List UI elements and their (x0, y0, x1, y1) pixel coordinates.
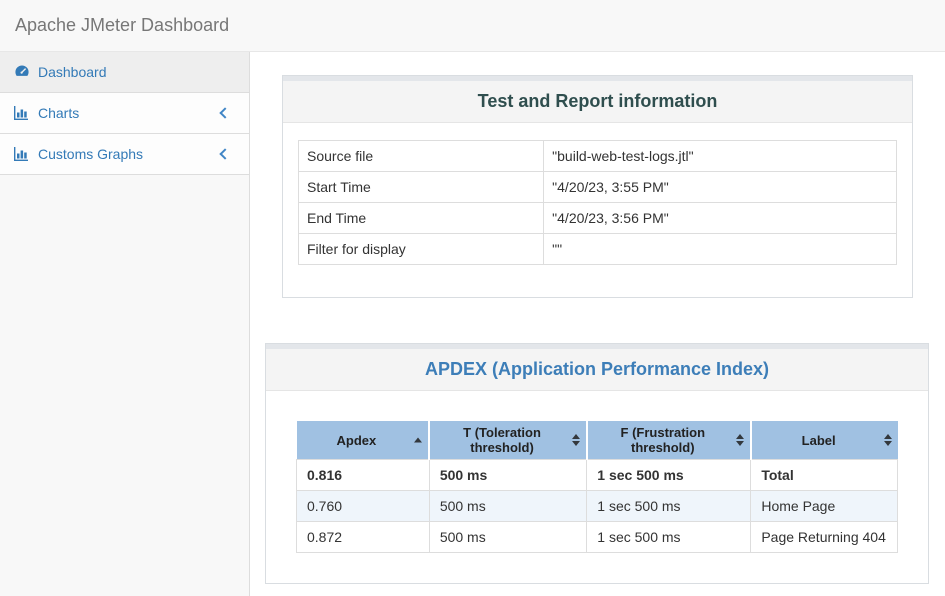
apdex-panel: APDEX (Application Performance Index) Ap… (265, 343, 929, 584)
apdex-value: 0.760 (296, 490, 430, 522)
frustration-value: 1 sec 500 ms (586, 459, 752, 491)
table-row: Start Time "4/20/23, 3:55 PM" (297, 171, 897, 203)
info-value: "4/20/23, 3:56 PM" (543, 202, 897, 234)
apdex-body: Apdex T (Toleration threshold) F (Frustr… (266, 391, 928, 583)
label-value: Page Returning 404 (750, 521, 898, 553)
header-label: Label (801, 432, 836, 448)
bar-chart-icon (14, 147, 31, 161)
sort-header-frustration[interactable]: F (Frustration threshold) (586, 421, 752, 460)
sidebar-item-dashboard[interactable]: Dashboard (0, 52, 249, 93)
frustration-value: 1 sec 500 ms (586, 521, 752, 553)
panel-title: APDEX (Application Performance Index) (424, 359, 770, 379)
table-row: Filter for display "" (297, 233, 897, 265)
table-row: Source file "build-web-test-logs.jtl" (297, 140, 897, 172)
sidebar-item-label: Customs Graphs (38, 146, 144, 162)
info-value: "4/20/23, 3:55 PM" (543, 171, 897, 203)
table-row: 0.760 500 ms 1 sec 500 ms Home Page (296, 490, 898, 522)
table-row: 0.872 500 ms 1 sec 500 ms Page Returning… (296, 521, 898, 553)
label-value: Total (750, 459, 898, 491)
sort-both-icon (571, 434, 580, 446)
test-report-info-body: Source file "build-web-test-logs.jtl" St… (283, 123, 912, 297)
info-label: Source file (297, 140, 545, 172)
sidebar-item-charts[interactable]: Charts (0, 93, 249, 134)
table-row: End Time "4/20/23, 3:56 PM" (297, 202, 897, 234)
toleration-value: 500 ms (428, 521, 588, 553)
sidebar: Dashboard Charts (0, 52, 250, 596)
bar-chart-icon (14, 106, 31, 120)
info-label: Filter for display (297, 233, 545, 265)
info-value: "build-web-test-logs.jtl" (543, 140, 897, 172)
test-report-info-table: Source file "build-web-test-logs.jtl" St… (297, 140, 897, 265)
sort-both-icon (735, 434, 744, 446)
label-value: Home Page (750, 490, 898, 522)
frustration-value: 1 sec 500 ms (586, 490, 752, 522)
top-navbar: Apache JMeter Dashboard (0, 0, 945, 52)
panel-title: Test and Report information (477, 91, 718, 111)
sort-header-label[interactable]: Label (750, 421, 898, 460)
table-row-total: 0.816 500 ms 1 sec 500 ms Total (296, 459, 898, 491)
sidebar-item-label: Dashboard (38, 64, 107, 80)
header-label: Apdex (336, 432, 377, 448)
panel-top-strip (283, 76, 912, 81)
sort-header-apdex[interactable]: Apdex (296, 421, 431, 460)
chevron-left-icon (219, 107, 231, 119)
info-value: "" (543, 233, 897, 265)
header-label: T (Toleration threshold) (463, 425, 541, 455)
toleration-value: 500 ms (428, 490, 588, 522)
navbar-brand[interactable]: Apache JMeter Dashboard (15, 15, 230, 35)
main-content: Test and Report information Source file … (250, 52, 945, 596)
apdex-table: Apdex T (Toleration threshold) F (Frustr… (296, 421, 898, 553)
sidebar-item-customs-graphs[interactable]: Customs Graphs (0, 134, 249, 175)
header-label: F (Frustration threshold) (620, 425, 706, 455)
apdex-value: 0.816 (296, 459, 430, 491)
toleration-value: 500 ms (428, 459, 588, 491)
sort-header-toleration[interactable]: T (Toleration threshold) (429, 421, 588, 460)
info-label: Start Time (297, 171, 545, 203)
apdex-value: 0.872 (296, 521, 430, 553)
chevron-left-icon (219, 148, 231, 160)
test-report-info-heading: Test and Report information (283, 81, 912, 123)
apdex-heading: APDEX (Application Performance Index) (266, 349, 928, 391)
dashboard-gauge-icon (14, 64, 31, 80)
table-header-row: Apdex T (Toleration threshold) F (Frustr… (296, 421, 898, 460)
sort-asc-icon (414, 437, 423, 443)
sort-both-icon (883, 434, 892, 446)
panel-top-strip (266, 344, 928, 349)
info-label: End Time (297, 202, 545, 234)
sidebar-item-label: Charts (38, 105, 80, 121)
test-report-info-panel: Test and Report information Source file … (282, 75, 913, 298)
